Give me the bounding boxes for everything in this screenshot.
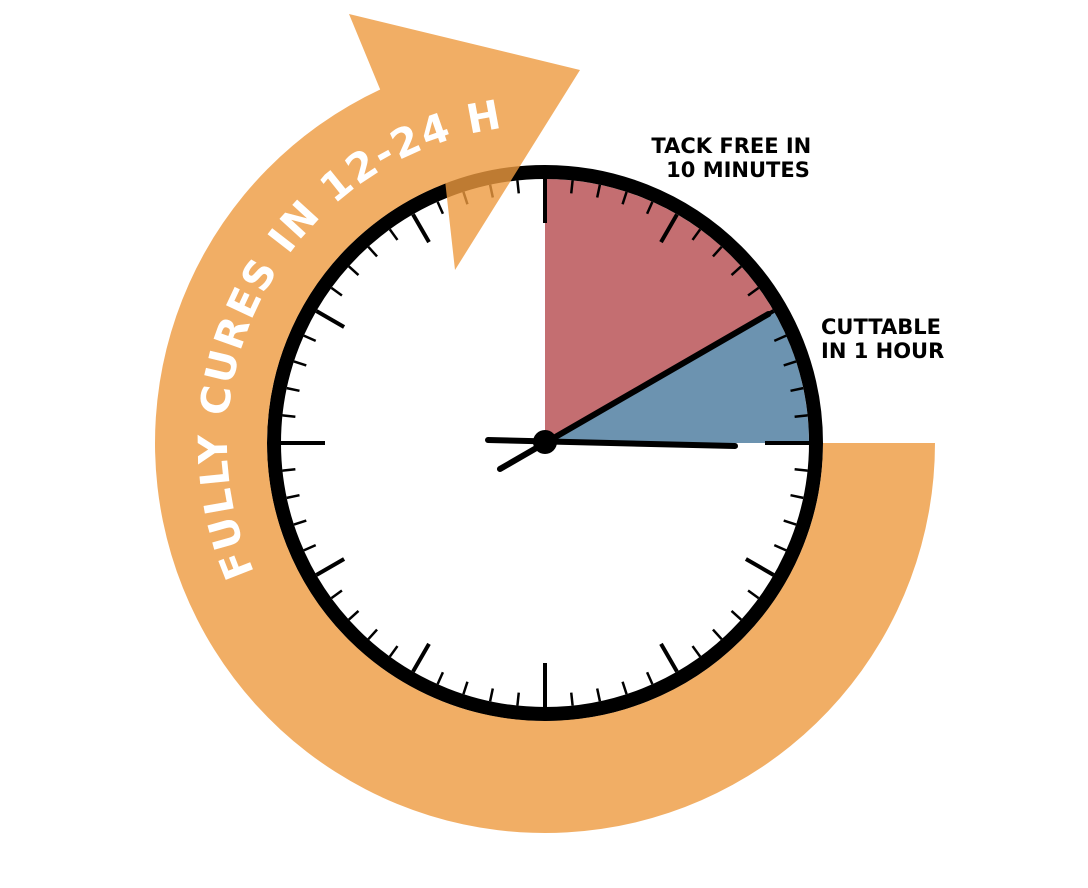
tick-mark (315, 309, 346, 329)
tick-mark (783, 519, 797, 526)
clock-center-pin (533, 430, 557, 454)
tick-mark (388, 645, 399, 658)
tick-mark (659, 213, 679, 244)
tick-mark (773, 543, 787, 552)
clock-ticks (281, 179, 809, 707)
clock (267, 165, 823, 721)
tick-mark (516, 180, 521, 194)
tick-mark (691, 228, 702, 241)
tick-mark (330, 589, 343, 600)
tick-mark (790, 386, 804, 393)
tick-mark (286, 386, 300, 393)
tick-mark (595, 184, 602, 198)
clock-rim (267, 165, 823, 721)
tick-mark (645, 201, 654, 215)
tick-mark (744, 557, 775, 577)
tick-mark (388, 228, 399, 241)
tick-mark (303, 543, 317, 552)
tick-mark (303, 334, 317, 343)
tick-mark (367, 628, 378, 641)
curved-arrow-icon (154, 14, 935, 833)
tick-mark (315, 557, 346, 577)
tick-mark (286, 493, 300, 500)
tick-mark (730, 610, 743, 621)
tick-mark (747, 286, 760, 297)
tick-mark (730, 265, 743, 276)
tick-mark (595, 688, 602, 702)
tick-mark (747, 589, 760, 600)
tick-mark (645, 671, 654, 685)
tack-free-wedge (545, 179, 774, 443)
tick-mark (790, 493, 804, 500)
tick-mark (794, 414, 808, 419)
tick-mark (621, 681, 628, 695)
tick-mark (773, 334, 787, 343)
tick-mark (293, 360, 307, 367)
tick-mark (569, 180, 574, 194)
tick-mark (691, 645, 702, 658)
tick-mark (436, 201, 445, 215)
cuttable-wedge (545, 311, 809, 443)
tick-mark (462, 681, 469, 695)
tick-mark (347, 610, 360, 621)
tick-mark (282, 467, 296, 472)
tick-mark (411, 642, 431, 673)
tick-mark (569, 692, 574, 706)
tick-mark (794, 467, 808, 472)
tack-free-label: TACK FREE IN 10 MINUTES (651, 134, 818, 182)
tick-mark (621, 191, 628, 205)
hour-hand (485, 437, 738, 449)
tick-mark (488, 688, 495, 702)
tick-mark (293, 519, 307, 526)
tick-mark (659, 642, 679, 673)
tick-mark (712, 628, 723, 641)
tick-mark (411, 213, 431, 244)
tick-mark (330, 286, 343, 297)
tick-mark (282, 414, 296, 419)
tick-mark (783, 360, 797, 367)
tick-mark (347, 265, 360, 276)
tick-mark (367, 245, 378, 258)
tick-mark (712, 245, 723, 258)
cuttable-label: CUTTABLE IN 1 HOUR (821, 315, 948, 363)
tick-mark (516, 692, 521, 706)
tick-mark (436, 671, 445, 685)
